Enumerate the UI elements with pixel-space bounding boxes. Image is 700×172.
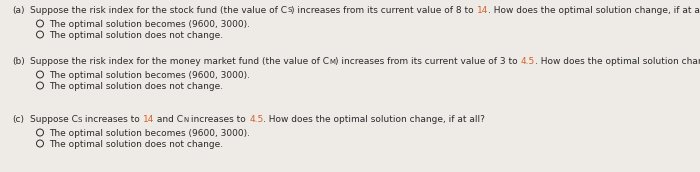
Text: Suppose C: Suppose C — [30, 115, 78, 124]
Text: 4.5: 4.5 — [249, 115, 263, 124]
Text: (a): (a) — [12, 6, 24, 15]
Text: The optimal solution becomes (9600, 3000).: The optimal solution becomes (9600, 3000… — [49, 71, 250, 80]
Text: and C: and C — [154, 115, 183, 124]
Text: . How does the optimal solution change, if at all?: . How does the optimal solution change, … — [535, 57, 700, 66]
Text: increases to: increases to — [188, 115, 249, 124]
Text: S: S — [287, 8, 291, 13]
Text: . How does the optimal solution change, if at all?: . How does the optimal solution change, … — [489, 6, 700, 15]
Text: ) increases from its current value of 3 to: ) increases from its current value of 3 … — [335, 57, 521, 66]
Text: The optimal solution does not change.: The optimal solution does not change. — [49, 140, 223, 149]
Text: . How does the optimal solution change, if at all?: . How does the optimal solution change, … — [263, 115, 485, 124]
Text: S: S — [78, 116, 83, 122]
Text: ) increases from its current value of 8 to: ) increases from its current value of 8 … — [291, 6, 477, 15]
Text: 4.5: 4.5 — [521, 57, 535, 66]
Text: Suppose the risk index for the stock fund (the value of C: Suppose the risk index for the stock fun… — [30, 6, 287, 15]
Text: increases to: increases to — [83, 115, 143, 124]
Text: 14: 14 — [143, 115, 154, 124]
Text: The optimal solution does not change.: The optimal solution does not change. — [49, 31, 223, 40]
Text: The optimal solution becomes (9600, 3000).: The optimal solution becomes (9600, 3000… — [49, 20, 250, 29]
Text: M: M — [329, 58, 335, 64]
Text: Suppose the risk index for the money market fund (the value of C: Suppose the risk index for the money mar… — [30, 57, 329, 66]
Text: 14: 14 — [477, 6, 489, 15]
Text: (c): (c) — [12, 115, 24, 124]
Text: The optimal solution does not change.: The optimal solution does not change. — [49, 82, 223, 91]
Text: (b): (b) — [12, 57, 24, 66]
Text: N: N — [183, 116, 188, 122]
Text: The optimal solution becomes (9600, 3000).: The optimal solution becomes (9600, 3000… — [49, 129, 250, 138]
